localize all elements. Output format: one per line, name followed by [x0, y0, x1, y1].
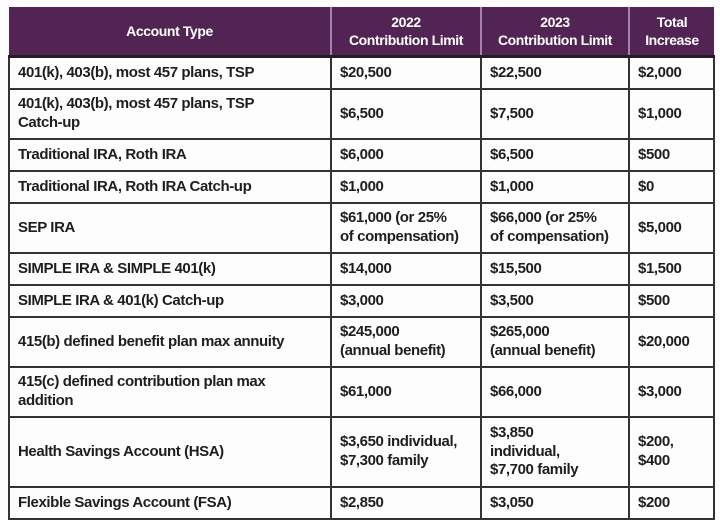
limit-2022-cell: $14,000 [330, 252, 482, 286]
table-row: Flexible Savings Account (FSA) $2,850 $3… [8, 486, 715, 520]
limit-2023-cell: $22,500 [480, 55, 630, 90]
increase-cell: $200 [628, 486, 715, 520]
limit-2022-cell: $3,650 individual, $7,300 family [330, 416, 482, 488]
account-type-cell: SIMPLE IRA & 401(k) Catch-up [8, 284, 332, 318]
limit-2023-cell: $3,050 [480, 486, 630, 520]
limit-2023-cell: $66,000 [480, 366, 630, 418]
limit-2022-cell: $245,000 (annual benefit) [330, 316, 482, 368]
limit-2023-cell: $265,000 (annual benefit) [480, 316, 630, 368]
limit-2023-cell: $15,500 [480, 252, 630, 286]
limit-2023-cell: $66,000 (or 25% of compensation) [480, 202, 630, 254]
account-type-cell: 415(b) defined benefit plan max annuity [8, 316, 332, 368]
account-type-cell: Traditional IRA, Roth IRA [8, 138, 332, 172]
increase-cell: $0 [628, 170, 715, 204]
increase-cell: $500 [628, 138, 715, 172]
contribution-limits-table: Account Type 2022 Contribution Limit 202… [8, 7, 715, 520]
limit-2023-cell: $1,000 [480, 170, 630, 204]
page: { "colors": { "header_bg": "#522453", "h… [8, 7, 715, 520]
increase-cell: $1,000 [628, 88, 715, 140]
limit-2022-cell: $1,000 [330, 170, 482, 204]
header-cell-2023-limit: 2023 Contribution Limit [480, 7, 629, 58]
account-type-cell: 401(k), 403(b), most 457 plans, TSP Catc… [8, 88, 332, 140]
limit-2022-cell: $6,000 [330, 138, 482, 172]
header-cell-account-type: Account Type [9, 7, 331, 58]
table-row: Traditional IRA, Roth IRA $6,000 $6,500 … [8, 138, 715, 172]
table-header-row: Account Type 2022 Contribution Limit 202… [9, 7, 714, 58]
limit-2023-cell: $3,850 individual, $7,700 family [480, 416, 630, 488]
limit-2022-cell: $61,000 [330, 366, 482, 418]
account-type-cell: SEP IRA [8, 202, 332, 254]
table-row: SIMPLE IRA & SIMPLE 401(k) $14,000 $15,5… [8, 252, 715, 286]
limits-table: Account Type 2022 Contribution Limit 202… [8, 7, 715, 520]
table-row: 401(k), 403(b), most 457 plans, TSP $20,… [8, 55, 715, 90]
account-type-cell: SIMPLE IRA & SIMPLE 401(k) [8, 252, 332, 286]
limit-2022-cell: $61,000 (or 25% of compensation) [330, 202, 482, 254]
table-row: 401(k), 403(b), most 457 plans, TSP Catc… [8, 88, 715, 140]
table-row: SIMPLE IRA & 401(k) Catch-up $3,000 $3,5… [8, 284, 715, 318]
limit-2022-cell: $2,850 [330, 486, 482, 520]
increase-cell: $1,500 [628, 252, 715, 286]
table-row: Traditional IRA, Roth IRA Catch-up $1,00… [8, 170, 715, 204]
increase-cell: $500 [628, 284, 715, 318]
increase-cell: $2,000 [628, 55, 715, 90]
limit-2022-cell: $20,500 [330, 55, 482, 90]
account-type-cell: Health Savings Account (HSA) [8, 416, 332, 488]
table-row: Health Savings Account (HSA) $3,650 indi… [8, 416, 715, 488]
limit-2022-cell: $3,000 [330, 284, 482, 318]
account-type-cell: Traditional IRA, Roth IRA Catch-up [8, 170, 332, 204]
table-row: SEP IRA $61,000 (or 25% of compensation)… [8, 202, 715, 254]
account-type-cell: Flexible Savings Account (FSA) [8, 486, 332, 520]
header-cell-total-increase: Total Increase [628, 7, 714, 58]
limit-2022-cell: $6,500 [330, 88, 482, 140]
limit-2023-cell: $7,500 [480, 88, 630, 140]
account-type-cell: 415(c) defined contribution plan max add… [8, 366, 332, 418]
increase-cell: $5,000 [628, 202, 715, 254]
table-row: 415(b) defined benefit plan max annuity … [8, 316, 715, 368]
increase-cell: $20,000 [628, 316, 715, 368]
limit-2023-cell: $6,500 [480, 138, 630, 172]
limit-2023-cell: $3,500 [480, 284, 630, 318]
account-type-cell: 401(k), 403(b), most 457 plans, TSP [8, 55, 332, 90]
table-row: 415(c) defined contribution plan max add… [8, 366, 715, 418]
increase-cell: $3,000 [628, 366, 715, 418]
header-cell-2022-limit: 2022 Contribution Limit [330, 7, 481, 58]
increase-cell: $200, $400 [628, 416, 715, 488]
